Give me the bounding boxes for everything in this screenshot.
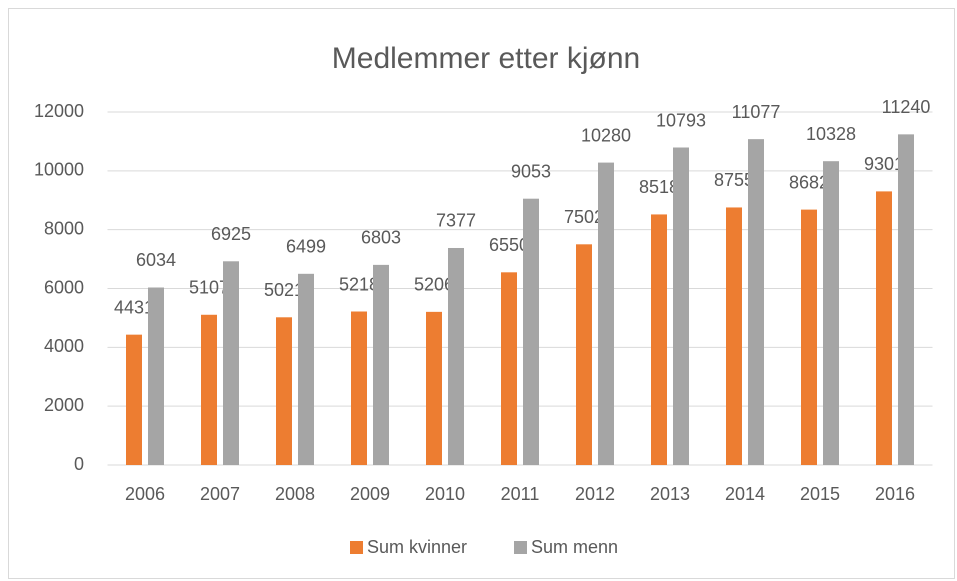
y-tick-label: 8000 bbox=[44, 218, 84, 238]
data-label: 9301 bbox=[864, 154, 904, 174]
bar bbox=[748, 139, 764, 465]
bar bbox=[426, 311, 442, 465]
bar bbox=[501, 272, 517, 465]
legend-label: Sum kvinner bbox=[367, 537, 467, 557]
x-tick-label: 2009 bbox=[350, 484, 390, 504]
bar bbox=[576, 244, 592, 465]
data-label: 6803 bbox=[361, 228, 401, 248]
data-label: 7502 bbox=[564, 207, 604, 227]
bar bbox=[898, 134, 914, 465]
x-tick-label: 2013 bbox=[650, 484, 690, 504]
x-tick-label: 2007 bbox=[200, 484, 240, 504]
bar bbox=[201, 314, 217, 465]
bar bbox=[448, 247, 464, 465]
data-label: 5107 bbox=[189, 278, 229, 298]
data-label: 5218 bbox=[339, 274, 379, 294]
bar bbox=[523, 198, 539, 465]
data-label: 6034 bbox=[136, 250, 176, 270]
bar bbox=[373, 264, 389, 465]
bar bbox=[148, 287, 164, 465]
x-tick-label: 2008 bbox=[275, 484, 315, 504]
chart-title: Medlemmer etter kjønn bbox=[332, 42, 640, 75]
data-label: 10280 bbox=[581, 125, 631, 145]
bar bbox=[126, 334, 142, 465]
bar bbox=[598, 162, 614, 465]
x-tick-label: 2015 bbox=[800, 484, 840, 504]
bar bbox=[726, 207, 742, 465]
x-tick-label: 2014 bbox=[725, 484, 765, 504]
data-label: 6550 bbox=[489, 235, 529, 255]
y-tick-label: 2000 bbox=[44, 395, 84, 415]
data-label: 8518 bbox=[639, 177, 679, 197]
bar bbox=[276, 317, 292, 465]
data-label: 8682 bbox=[789, 172, 829, 192]
chart-border bbox=[8, 8, 955, 579]
data-label: 6925 bbox=[211, 224, 251, 244]
data-label: 7377 bbox=[436, 211, 476, 231]
bar bbox=[351, 311, 367, 465]
legend-swatch bbox=[514, 541, 527, 554]
data-label: 6499 bbox=[286, 237, 326, 257]
x-tick-label: 2016 bbox=[875, 484, 915, 504]
data-label: 5206 bbox=[414, 275, 454, 295]
y-tick-label: 0 bbox=[74, 454, 84, 474]
data-label: 10328 bbox=[806, 124, 856, 144]
data-label: 10793 bbox=[656, 110, 706, 130]
data-label: 4431 bbox=[114, 297, 154, 317]
bar bbox=[801, 209, 817, 465]
x-tick-label: 2010 bbox=[425, 484, 465, 504]
data-label: 8755 bbox=[714, 170, 754, 190]
bar bbox=[823, 161, 839, 465]
y-tick-label: 10000 bbox=[34, 160, 84, 180]
x-tick-label: 2012 bbox=[575, 484, 615, 504]
y-tick-label: 12000 bbox=[34, 101, 84, 121]
bar bbox=[223, 261, 239, 465]
bar bbox=[673, 147, 689, 465]
bar bbox=[651, 214, 667, 465]
x-tick-label: 2006 bbox=[125, 484, 165, 504]
data-label: 5021 bbox=[264, 280, 304, 300]
data-label: 11240 bbox=[882, 97, 931, 117]
data-label: 11077 bbox=[732, 102, 781, 122]
legend-swatch bbox=[350, 541, 363, 554]
y-tick-label: 4000 bbox=[44, 336, 84, 356]
bar bbox=[876, 191, 892, 466]
bar bbox=[298, 273, 314, 465]
x-tick-label: 2011 bbox=[501, 484, 540, 504]
data-label: 9053 bbox=[511, 161, 551, 181]
y-tick-label: 6000 bbox=[44, 277, 84, 297]
legend-label: Sum menn bbox=[531, 537, 618, 557]
